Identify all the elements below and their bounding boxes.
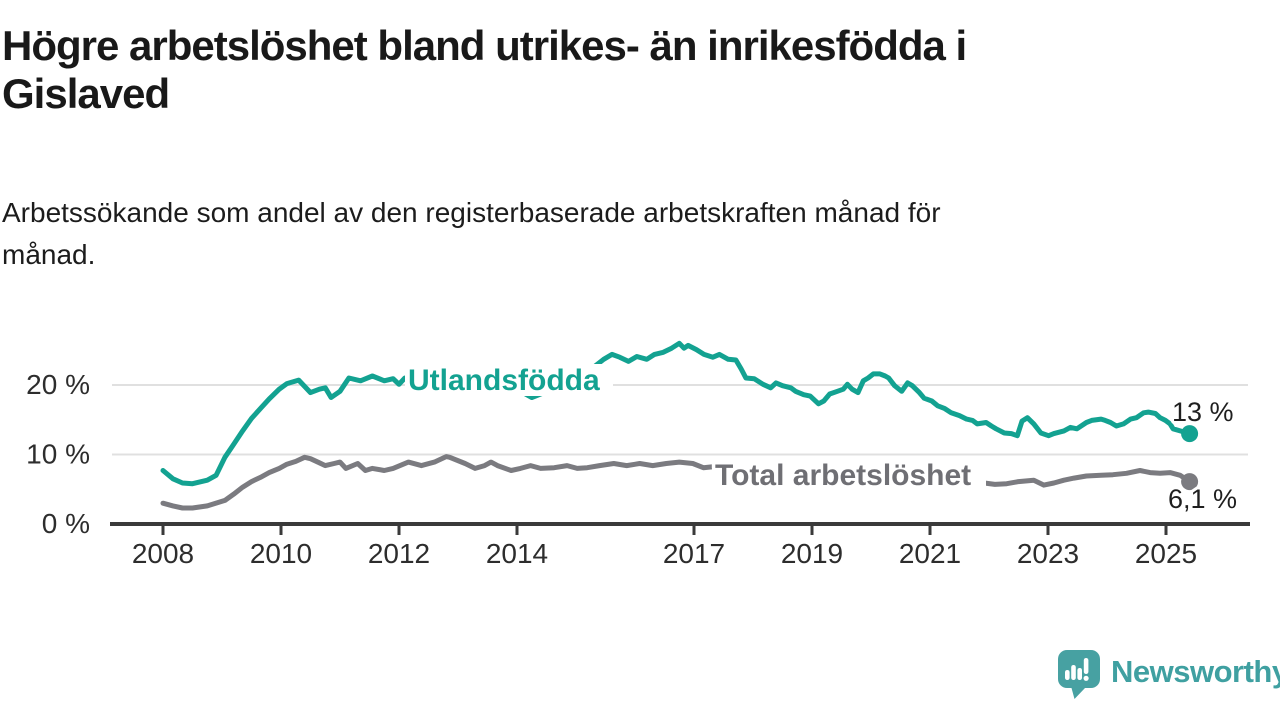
x-tick-label-2012: 2012 xyxy=(368,538,430,569)
series-line-total-arbetsl-shet xyxy=(160,454,1193,511)
x-tick-label-2010: 2010 xyxy=(250,538,312,569)
end-dot-total-arbetsl-shet xyxy=(1181,473,1199,491)
newsworthy-logo-icon xyxy=(1058,650,1100,699)
brand-name: Newsworthy xyxy=(1111,653,1280,689)
label-mask-total xyxy=(712,460,986,492)
end-value-label-total: 6,1 % xyxy=(1168,484,1237,514)
title-line-1: Högre arbetslöshet bland utrikes- än inr… xyxy=(2,22,967,69)
x-tick-label-2014: 2014 xyxy=(486,538,548,569)
x-tick-label-2008: 2008 xyxy=(132,538,194,569)
label-mask-utlandsfodda xyxy=(405,364,613,396)
y-tick-label-10: 10 % xyxy=(26,439,90,470)
brand-footer: Newsworthy xyxy=(1056,648,1280,701)
series-line-utlandsf-dda xyxy=(160,340,1193,487)
subtitle-line-1: Arbetssökande som andel av den registerb… xyxy=(2,197,941,228)
x-tick-label-2025: 2025 xyxy=(1135,538,1197,569)
x-tick-label-2023: 2023 xyxy=(1017,538,1079,569)
x-tick-label-2021: 2021 xyxy=(899,538,961,569)
title-line-2: Gislaved xyxy=(2,70,170,117)
page-title: Högre arbetslöshet bland utrikes- än inr… xyxy=(2,22,967,118)
x-tick-label-2019: 2019 xyxy=(781,538,843,569)
end-dot-utlandsf-dda xyxy=(1181,425,1199,443)
x-tick-label-2017: 2017 xyxy=(663,538,725,569)
series-label-total-arbetsloshet: Total arbetslöshet xyxy=(715,459,971,492)
series-label-utlandsfodda: Utlandsfödda xyxy=(408,364,600,397)
chart-subtitle: Arbetssökande som andel av den registerb… xyxy=(2,192,941,276)
y-tick-label-0: 0 % xyxy=(42,508,90,539)
y-tick-label-20: 20 % xyxy=(26,369,90,400)
subtitle-line-2: månad. xyxy=(2,239,96,270)
unemployment-line-chart: 2008 2010 2012 2014 2017 2019 2021 2023 2025 0 % 1… xyxy=(26,340,1250,569)
end-value-label-utlandsfodda: 13 % xyxy=(1172,397,1234,427)
